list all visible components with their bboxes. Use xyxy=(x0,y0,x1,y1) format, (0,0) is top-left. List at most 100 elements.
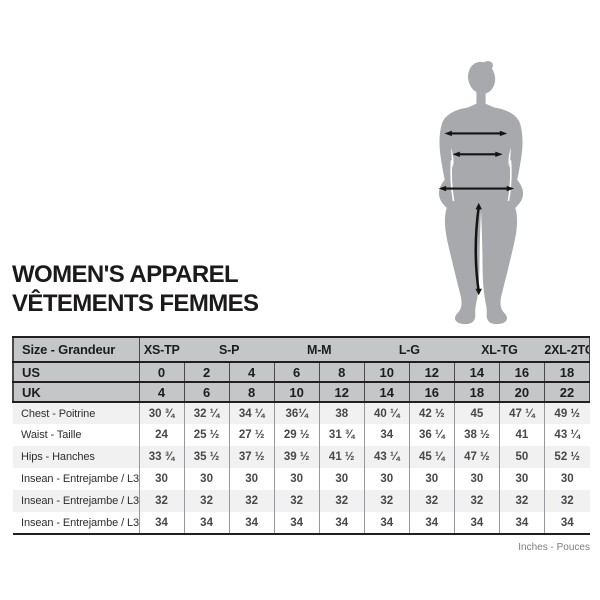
measurement-cell: 30 xyxy=(318,468,365,490)
measurement-cell: 34 xyxy=(318,512,365,535)
us-size-cell: 4 xyxy=(228,362,275,383)
measurement-cell: 52 ½ xyxy=(543,446,590,468)
measurement-cell: 33 ¾ xyxy=(138,446,185,468)
measurement-cell: 34 xyxy=(363,424,410,446)
woman-silhouette-icon xyxy=(438,61,524,325)
size-group-2xl-2tg: 2XL-2TG xyxy=(544,336,591,363)
us-row-label: US xyxy=(12,362,139,383)
measurement-cell: 32 xyxy=(543,490,590,512)
measurement-cell: 34 xyxy=(138,512,185,535)
waist-arrowhead-left xyxy=(452,151,460,157)
page-title: WOMEN'S APPAREL VÊTEMENTS FEMMES xyxy=(12,260,259,318)
measurement-cell: 47 ½ xyxy=(453,446,500,468)
measurement-cell: 36 ¼ xyxy=(408,424,455,446)
measurement-cell: 30 xyxy=(408,468,455,490)
measurement-row: Chest - Poitrine 30 ¾ 32 ¼ 34 ¼ 36¼ 38 40 ¼ 42 … xyxy=(13,402,590,424)
units-footnote: Inches - Pouces xyxy=(518,542,590,553)
measurement-cell: 38 ½ xyxy=(453,424,500,446)
uk-row-label: UK xyxy=(12,382,139,403)
size-grandeur-label: Size - Grandeur xyxy=(12,336,139,363)
measurement-cell: 24 xyxy=(138,424,185,446)
us-size-cell: 18 xyxy=(543,362,591,383)
uk-size-cell: 4 xyxy=(138,382,185,403)
measurement-cell: 34 xyxy=(228,512,275,535)
measurement-cell: 25 ½ xyxy=(183,424,230,446)
us-size-cell: 10 xyxy=(363,362,410,383)
measurement-row-label: Insean - Entrejambe / L34 xyxy=(13,512,139,535)
measurement-cell: 34 xyxy=(453,512,500,535)
measurement-cell: 41 ½ xyxy=(318,446,365,468)
measurement-cell: 32 xyxy=(408,490,455,512)
measurement-cell: 32 xyxy=(318,490,365,512)
measurement-row: Insean - Entrejambe / L30 30 30 30 30 30 30 30 3… xyxy=(13,468,590,490)
chest-arrowhead-right xyxy=(499,130,508,137)
size-group-m-m: M-M xyxy=(274,336,365,363)
measurement-cell: 32 xyxy=(228,490,275,512)
measurement-cell: 43 ¼ xyxy=(363,446,410,468)
measurement-row-label: Chest - Poitrine xyxy=(13,402,139,424)
uk-size-cell: 6 xyxy=(183,382,230,403)
us-size-cell: 14 xyxy=(453,362,500,383)
hips-arrowhead-left xyxy=(438,185,447,192)
size-group-l-g: L-G xyxy=(364,336,455,363)
size-group-xs-tp: XS-TP xyxy=(138,336,185,363)
uk-size-cell: 16 xyxy=(408,382,455,403)
measurement-cell: 30 xyxy=(363,468,410,490)
measurement-cell: 34 ¼ xyxy=(228,402,275,424)
measurement-cell: 30 xyxy=(273,468,320,490)
measurement-cell: 34 xyxy=(498,512,545,535)
us-sizes-row: US 0 2 4 6 8 10 12 14 16 18 xyxy=(12,362,591,383)
chest-arrowhead-left xyxy=(444,130,452,137)
measurement-cell: 34 xyxy=(363,512,410,535)
us-size-cell: 8 xyxy=(318,362,365,383)
measurement-cell: 34 xyxy=(408,512,455,535)
measurement-cell: 40 ¼ xyxy=(363,402,410,424)
measurement-row: Insean - Entrejambe / L32 32 32 32 32 32 32 32 3… xyxy=(13,490,590,512)
measurement-cell: 32 xyxy=(183,490,230,512)
measurement-cell: 42 ½ xyxy=(408,402,455,424)
uk-size-cell: 8 xyxy=(228,382,275,403)
measurement-cell: 32 xyxy=(363,490,410,512)
us-size-cell: 6 xyxy=(273,362,320,383)
measurement-arrows xyxy=(443,132,510,292)
measurement-cell: 50 xyxy=(498,446,545,468)
measurement-cell: 30 xyxy=(138,468,185,490)
measurement-cell: 35 ½ xyxy=(183,446,230,468)
waist-arrowhead-right xyxy=(495,151,503,157)
measurement-cell: 32 xyxy=(273,490,320,512)
uk-size-cell: 18 xyxy=(453,382,500,403)
uk-size-cell: 14 xyxy=(363,382,410,403)
measurement-cell: 30 xyxy=(228,468,275,490)
hips-arrowhead-right xyxy=(506,185,515,192)
measurement-cell: 27 ½ xyxy=(228,424,275,446)
measurement-cell: 34 xyxy=(543,512,590,535)
measurement-cell: 37 ½ xyxy=(228,446,275,468)
measurement-cell: 38 xyxy=(318,402,365,424)
arrowheads xyxy=(438,130,515,296)
uk-size-cell: 22 xyxy=(543,382,591,403)
measurement-cell: 30 xyxy=(453,468,500,490)
uk-sizes-row: UK 4 6 8 10 12 14 16 18 20 22 xyxy=(12,382,591,403)
uk-size-cell: 10 xyxy=(273,382,320,403)
measurement-cell: 34 xyxy=(273,512,320,535)
inseam-arrowhead-bottom xyxy=(475,288,482,296)
measurement-cell: 31 ¾ xyxy=(318,424,365,446)
size-group-xl-tg: XL-TG xyxy=(454,336,545,363)
measurement-cell: 30 ¾ xyxy=(138,402,185,424)
us-size-cell: 12 xyxy=(408,362,455,383)
inseam-length-arrow-line xyxy=(474,206,480,292)
measurement-row-label: Waist - Taille xyxy=(13,424,139,446)
measurement-cell: 32 ¼ xyxy=(183,402,230,424)
measurement-cell: 29 ½ xyxy=(273,424,320,446)
measurement-cell: 39 ½ xyxy=(273,446,320,468)
size-table: Size - Grandeur XS-TP S-P M-M L-G XL-TG 2XL-2T… xyxy=(12,336,591,535)
silhouette-body xyxy=(438,61,524,325)
size-group-header-row: Size - Grandeur XS-TP S-P M-M L-G XL-TG 2XL-2T… xyxy=(12,336,591,363)
woman-silhouette-figure xyxy=(433,61,529,327)
title-french: VÊTEMENTS FEMMES xyxy=(12,290,259,317)
measurement-row-label: Insean - Entrejambe / L30 xyxy=(13,468,139,490)
measurement-cell: 30 xyxy=(543,468,590,490)
measurement-cell: 32 xyxy=(453,490,500,512)
us-size-cell: 2 xyxy=(183,362,230,383)
